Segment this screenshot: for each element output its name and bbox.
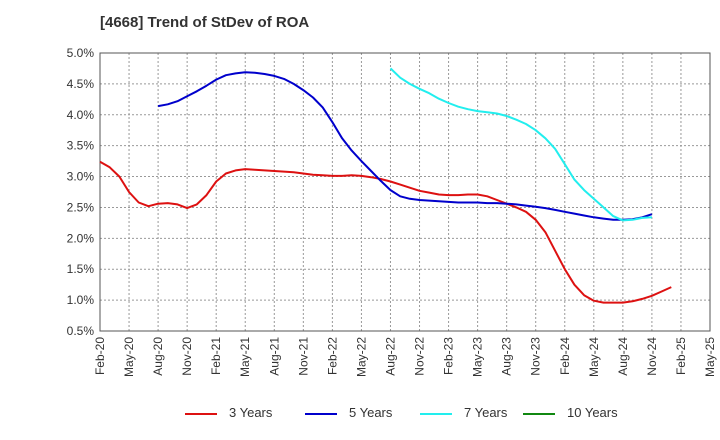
plot-area [100, 53, 710, 331]
y-tick-label: 1.5% [67, 262, 95, 276]
y-tick-label: 3.0% [67, 170, 95, 184]
x-tick-label: Nov-24 [645, 337, 659, 376]
x-tick-label: Feb-23 [442, 337, 456, 375]
x-tick-label: May-25 [703, 337, 717, 377]
y-tick-label: 2.0% [67, 231, 95, 245]
y-tick-label: 5.0% [67, 46, 95, 60]
x-tick-label: Feb-25 [674, 337, 688, 375]
legend-label: 5 Years [349, 405, 393, 420]
y-tick-label: 2.5% [67, 200, 95, 214]
y-tick-label: 1.0% [67, 293, 95, 307]
x-tick-label: Nov-20 [180, 337, 194, 376]
y-tick-label: 4.0% [67, 108, 95, 122]
legend-swatch [185, 412, 217, 415]
plot-frame [99, 52, 711, 332]
x-tick-label: Nov-22 [413, 337, 427, 376]
legend-swatch [305, 412, 337, 415]
legend-swatch [523, 412, 555, 415]
x-tick-label: Aug-21 [267, 337, 281, 376]
x-tick-label: May-21 [238, 337, 252, 377]
series-line [99, 160, 672, 304]
x-tick-label: May-23 [471, 337, 485, 377]
x-tick-label: May-20 [122, 337, 136, 377]
legend-item: 7 Years [420, 405, 507, 420]
legend-label: 7 Years [464, 405, 508, 420]
legend-item: 10 Years [523, 405, 618, 420]
series-line [389, 67, 652, 222]
y-tick-label: 0.5% [67, 324, 95, 338]
x-tick-label: May-24 [587, 337, 601, 377]
x-tick-label: Aug-24 [616, 337, 630, 376]
x-tick-label: May-22 [354, 337, 368, 377]
x-tick-label: Feb-21 [209, 337, 223, 375]
series-line [157, 71, 653, 221]
x-tick-label: Feb-22 [325, 337, 339, 375]
x-tick-label: Feb-24 [558, 337, 572, 375]
chart-legend: 3 Years 5 Years 7 Years 10 Years [0, 405, 720, 425]
x-tick-label: Nov-21 [296, 337, 310, 376]
x-tick-label: Aug-22 [383, 337, 397, 376]
legend-label: 3 Years [229, 405, 273, 420]
chart-title: [4668] Trend of StDev of ROA [100, 14, 310, 31]
y-tick-label: 3.5% [67, 139, 95, 153]
x-tick-label: Nov-23 [529, 337, 543, 376]
x-tick-label: Feb-20 [93, 337, 107, 375]
legend-item: 5 Years [305, 405, 392, 420]
y-tick-label: 4.5% [67, 77, 95, 91]
legend-item: 3 Years [185, 405, 272, 420]
x-tick-label: Aug-20 [151, 337, 165, 376]
legend-swatch [420, 412, 452, 415]
x-tick-label: Aug-23 [500, 337, 514, 376]
legend-label: 10 Years [567, 405, 618, 420]
